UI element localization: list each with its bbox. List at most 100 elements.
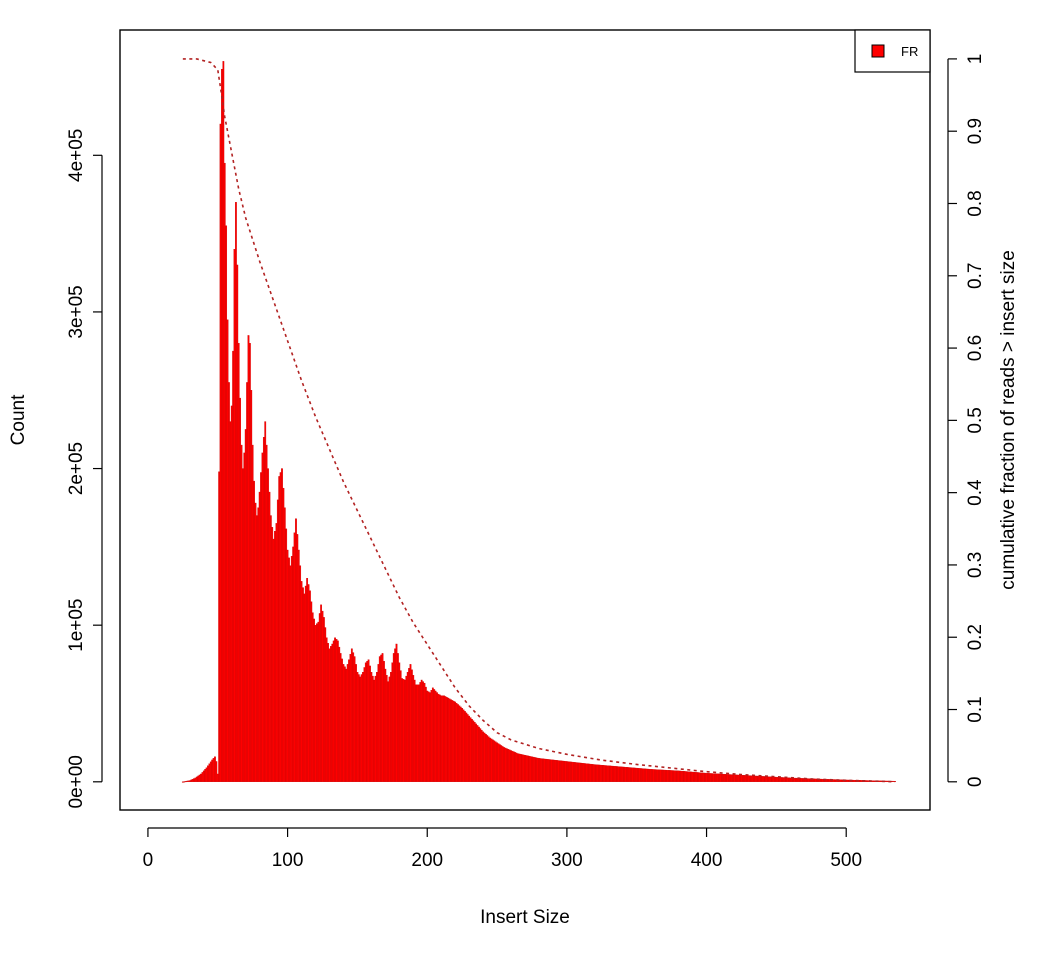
y-tick-label: 4e+05 (66, 129, 87, 182)
histogram-bar (655, 769, 658, 782)
histogram-bar (782, 777, 785, 782)
histogram-bar (448, 698, 451, 782)
histogram-bar (762, 776, 765, 782)
cumulative-fraction-line (182, 58, 896, 783)
histogram-bar (371, 675, 374, 782)
histogram-bar (606, 765, 609, 782)
histogram-bar (602, 765, 605, 782)
histogram-bar (500, 745, 503, 782)
histogram-bar (871, 780, 874, 782)
histogram-bar (434, 690, 437, 782)
histogram-bar (596, 764, 599, 782)
histogram-bar (667, 770, 670, 782)
histogram-bar (669, 770, 672, 782)
histogram-bar (286, 549, 289, 782)
histogram-bar (317, 621, 320, 782)
histogram-bar (438, 694, 441, 782)
histogram-bar (722, 773, 725, 782)
histogram-bar (827, 779, 829, 782)
histogram-bar (464, 711, 466, 782)
histogram-bar (735, 774, 737, 782)
histogram-bar (564, 761, 567, 782)
histogram-bar (498, 744, 501, 782)
histogram-bar (342, 664, 345, 782)
histogram-bar (201, 772, 204, 782)
histogram-bar (786, 777, 789, 782)
histogram-bar (600, 764, 603, 782)
histogram-bar (694, 772, 697, 782)
histogram-bar (433, 689, 436, 782)
histogram-bar (645, 768, 648, 782)
y2-tick-label: 0.1 (965, 696, 986, 722)
histogram-bar (532, 756, 535, 782)
histogram-bar (852, 779, 855, 782)
histogram-bar (705, 773, 708, 782)
histogram-bar (614, 766, 617, 782)
y2-axis: 0 0.1 0.2 0.3 0.4 0.5 0.6 0.7 0.8 0.9 1 (947, 54, 986, 787)
histogram-bar (584, 763, 586, 782)
histogram-bar (423, 682, 426, 782)
histogram-bar (511, 750, 514, 782)
histogram-bar (729, 774, 732, 782)
histogram-bar (251, 444, 254, 782)
histogram-bar (582, 763, 585, 782)
histogram-bar (274, 531, 276, 782)
histogram-bar (758, 775, 761, 782)
histogram-bar (698, 772, 701, 782)
histogram-bar (253, 480, 255, 782)
histogram-bar (617, 766, 620, 782)
histogram-bar (789, 777, 792, 782)
x-axis: 0 100 200 300 400 500 (143, 827, 862, 871)
histogram-bar (200, 773, 202, 782)
x-tick-label: 0 (143, 850, 154, 871)
histogram-bar (880, 780, 882, 782)
histogram-bar (366, 661, 369, 782)
histogram-bar (338, 646, 341, 782)
histogram-bar (695, 772, 698, 782)
histogram-bar (355, 664, 357, 782)
histogram-bar (725, 774, 727, 782)
histogram-bar (866, 780, 869, 782)
histogram-bar (754, 775, 757, 782)
histogram-bar (194, 777, 197, 782)
histogram-bar (651, 769, 653, 782)
histogram-bar (458, 705, 461, 782)
histogram-bar (585, 763, 588, 782)
histogram-bar (744, 775, 747, 782)
histogram-bar (813, 778, 815, 782)
legend-swatch-fr (871, 44, 885, 58)
histogram-bar (634, 767, 637, 782)
histogram-bar (214, 756, 216, 782)
histogram-bar (487, 736, 490, 782)
histogram-bar (468, 715, 471, 782)
histogram-bar (563, 760, 565, 782)
histogram-bar (228, 382, 230, 782)
y-tick-label: 3e+05 (66, 285, 87, 338)
histogram-bar (814, 778, 817, 782)
histogram-bar (577, 762, 579, 782)
histogram-bar (892, 780, 895, 782)
histogram-bar (221, 68, 223, 782)
histogram-bar (715, 773, 718, 782)
histogram-bar (303, 593, 306, 782)
histogram-bar (240, 444, 243, 782)
histogram-bar (426, 690, 429, 782)
histogram-bar (321, 610, 324, 782)
histogram-bar (616, 766, 619, 782)
histogram-bar (193, 778, 195, 782)
histogram-bar (496, 742, 498, 782)
histogram-bar (546, 759, 549, 782)
histogram-bar (765, 776, 768, 782)
histogram-bar (793, 777, 796, 782)
histogram-bar (644, 768, 646, 782)
histogram-bar (378, 656, 381, 782)
histogram-bar (406, 671, 409, 782)
histogram-bar (635, 767, 638, 782)
histogram-bar (304, 585, 307, 782)
histogram-bar (229, 421, 232, 782)
histogram-bar (712, 773, 715, 782)
histogram-bar (697, 772, 700, 782)
histogram-bar (507, 749, 510, 782)
histogram-bar (260, 472, 262, 782)
histogram-bar (479, 728, 482, 782)
